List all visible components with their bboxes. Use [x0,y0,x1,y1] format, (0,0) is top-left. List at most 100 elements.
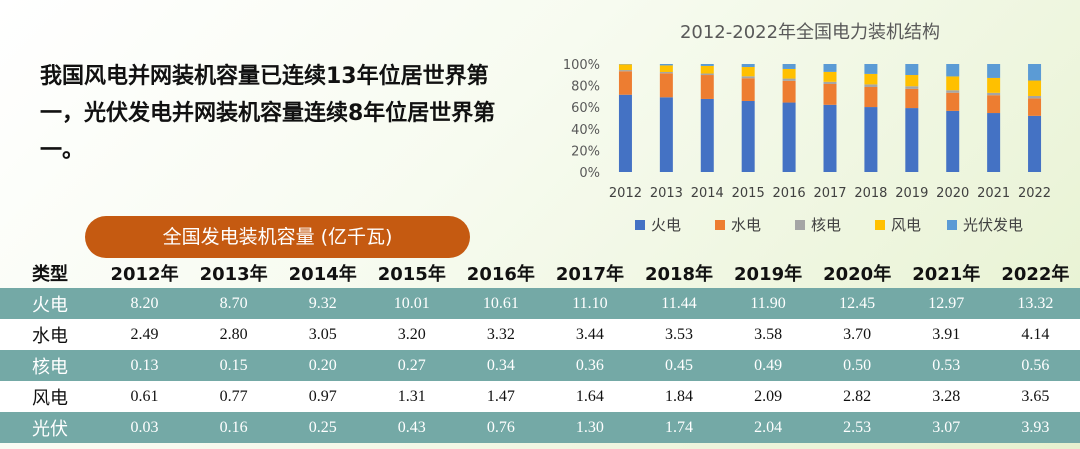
bar-segment [946,90,960,93]
bar-segment [946,76,960,91]
table-cell: 3.70 [812,319,902,350]
table-header-row: 类型 2012年 2013年 2014年 2015年 2016年 2017年 2… [0,258,1080,288]
bar-segment [741,78,755,101]
table-cell: 2.82 [812,381,902,412]
headline-text: 我国风电并网装机容量已连续13年位居世界第一，光伏发电并网装机容量连续8年位居世… [40,64,496,163]
x-tick-label: 2022 [1018,186,1051,201]
header-cell-year: 2020年 [823,264,892,285]
table-cell: 8.20 [100,288,190,319]
bar-segment [782,80,796,103]
table-cell: 3.44 [545,319,635,350]
bar-segment [659,64,673,66]
header-cell-year: 2012年 [110,264,179,285]
bar-segment [987,113,1001,172]
x-tick-label: 2015 [732,186,765,201]
table-cell: 0.34 [456,350,546,381]
y-tick-label: 0% [579,166,600,181]
bar-segment [782,102,796,172]
header-cell-year: 2018年 [644,264,714,285]
table-cell: 0.13 [100,350,190,381]
table-cell: 2.09 [723,381,813,412]
bar-segment [987,95,1001,114]
legend-swatch [947,220,957,230]
header-cell-year: 2022年 [1001,264,1070,285]
header-cell-year: 2019年 [734,264,803,285]
y-tick-label: 40% [571,123,600,138]
bar-segment [659,65,673,72]
table-cell: 1.74 [634,412,724,443]
bar-segment [864,107,878,172]
y-tick-label: 60% [571,101,600,116]
bar-segment [618,70,632,72]
chart-title: 2012-2022年全国电力装机结构 [679,22,941,43]
bar-segment [782,78,796,81]
bar-segment [905,75,919,87]
table-cell: 0.49 [723,350,813,381]
table-cell: 1.84 [634,381,724,412]
table-row: 风电 0.61 0.77 0.97 1.31 1.47 1.64 1.84 2.09 2.82 3.… [0,381,1080,412]
x-tick-label: 2012 [609,186,642,201]
bar-segment [618,94,632,172]
table-cell: 12.97 [901,288,991,319]
table-cell: 3.93 [990,412,1080,443]
bar-segment [659,97,673,172]
bar-segment [823,64,837,72]
table-cell: 9.32 [278,288,368,319]
y-tick-label: 20% [571,144,600,159]
legend-swatch [795,220,805,230]
legend-label: 光伏发电 [963,216,1023,234]
header-cell-year: 2021年 [912,264,981,285]
table-cell: 11.10 [545,288,635,319]
y-tick-label: 100% [563,58,600,73]
bar-segment [905,88,919,109]
bar-segment [618,71,632,95]
x-tick-label: 2021 [977,186,1010,201]
table-cell: 0.61 [100,381,190,412]
bar-segment [946,110,960,172]
bar-segment [905,64,919,76]
table-cell: 0.27 [367,350,457,381]
bar-segment [1028,98,1042,116]
table-title-pill: 全国发电装机容量 (亿千瓦) [85,216,470,258]
row-label: 光伏 [0,412,100,443]
table-cell: 2.53 [812,412,902,443]
table-cell: 0.03 [100,412,190,443]
bar-segment [946,92,960,111]
header-cell-year: 2014年 [288,264,357,285]
x-tick-label: 2017 [813,186,846,201]
bar-segment [823,81,837,84]
bar-segment [905,108,919,172]
table-cell: 0.97 [278,381,368,412]
table-cell: 3.91 [901,319,991,350]
table-cell: 0.77 [189,381,279,412]
table-cell: 1.31 [367,381,457,412]
bar-segment [905,86,919,89]
table-cell: 0.50 [812,350,902,381]
row-label: 风电 [0,381,100,412]
table-cell: 0.56 [990,350,1080,381]
bar-segment [1028,115,1042,172]
table-cell: 0.53 [901,350,991,381]
table-cell: 3.07 [901,412,991,443]
table-cell: 11.90 [723,288,813,319]
bar-segment [741,100,755,172]
legend-label: 水电 [731,216,761,234]
bar-segment [987,77,1001,93]
y-tick-label: 80% [571,80,600,95]
bar-segment [741,76,755,79]
table-cell: 0.76 [456,412,546,443]
table-cell: 3.32 [456,319,546,350]
table-row: 水电 2.49 2.80 3.05 3.20 3.32 3.44 3.53 3.58 3.70 3.… [0,319,1080,350]
table-cell: 1.30 [545,412,635,443]
bar-segment [864,64,878,74]
table-cell: 2.04 [723,412,813,443]
header-cell-year: 2017年 [555,264,624,285]
bar-segment [741,64,755,68]
table-cell: 2.49 [100,319,190,350]
table-cell: 0.45 [634,350,724,381]
bar-segment [987,92,1001,96]
bar-segment [700,73,714,76]
bar-segment [700,75,714,99]
legend-label: 核电 [811,216,841,234]
table-cell: 2.80 [189,319,279,350]
